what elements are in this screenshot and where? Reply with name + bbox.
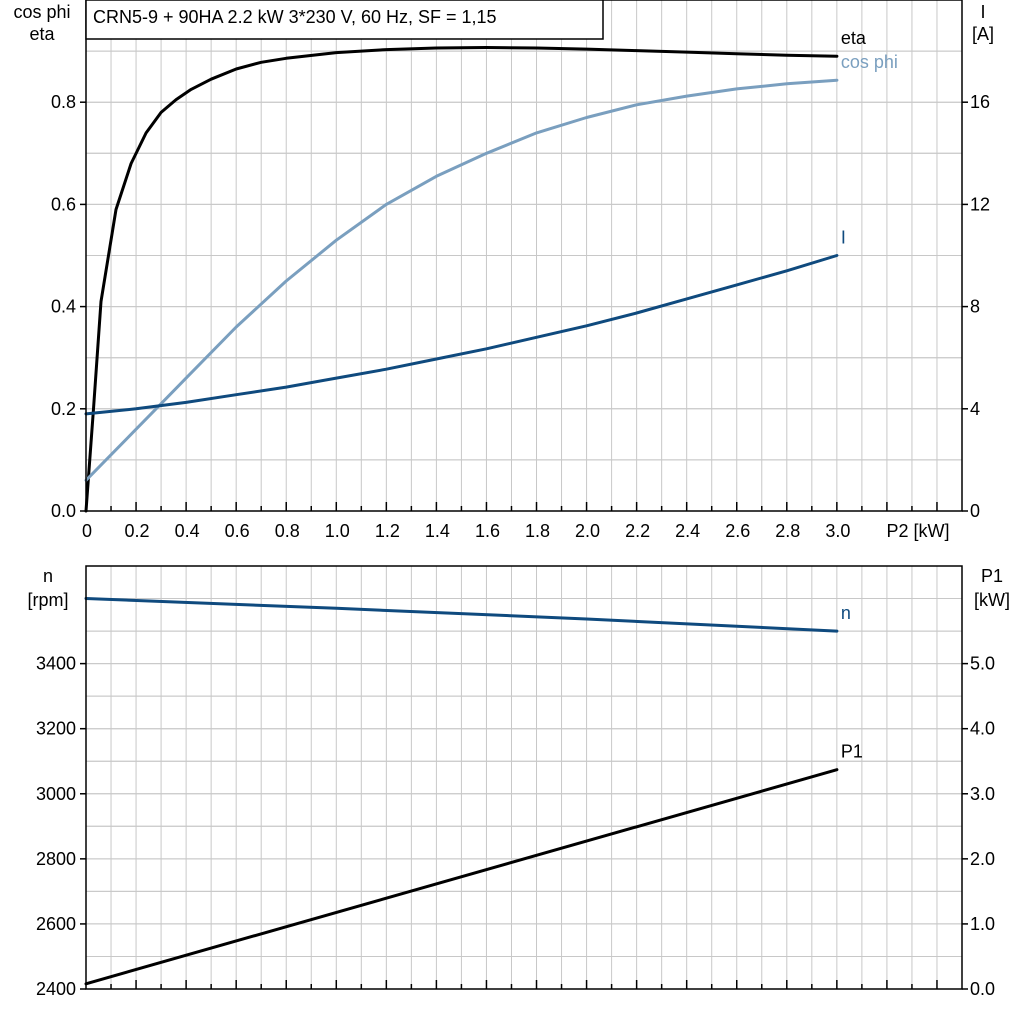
- right-tick-label: 0: [970, 501, 980, 521]
- series-line-eta: [84, 46, 839, 513]
- bottom-axis-ticks: 2400 2600 2800 3000 3200 3400 0.0 1.0 2.0 3.0 4.0 5…: [36, 654, 995, 999]
- x-tick-label: 0.4: [175, 521, 200, 541]
- right-tick-label: 16: [970, 92, 990, 112]
- right-tick-label: 0.0: [970, 979, 995, 999]
- chart-title: CRN5-9 + 90HA 2.2 kW 3*230 V, 60 Hz, SF …: [93, 7, 497, 27]
- right-tick-label: 5.0: [970, 654, 995, 674]
- x-tick-label: 2.6: [725, 521, 750, 541]
- series-label-n: n: [841, 603, 851, 623]
- x-tick-label: 2.0: [575, 521, 600, 541]
- bottom-right-axis-label-line1: P1: [981, 566, 1003, 586]
- right-tick-label: 2.0: [970, 849, 995, 869]
- x-tick-label: 1.6: [475, 521, 500, 541]
- series-line-p1: [84, 768, 839, 986]
- x-tick-label: 0.2: [125, 521, 150, 541]
- top-left-axis-label-line1: cos phi: [13, 2, 70, 22]
- left-tick-label: 0.8: [51, 92, 76, 112]
- chart-title-box: [85, 0, 604, 40]
- top-plot-curves: eta cos phi I: [84, 28, 898, 513]
- x-axis-label: P2 [kW]: [886, 521, 949, 541]
- right-tick-label: 4.0: [970, 719, 995, 739]
- series-line-cos-phi: [84, 78, 839, 482]
- bottom-plot-curves: n P1: [84, 597, 863, 986]
- bottom-left-axis-label-line2: [rpm]: [27, 590, 68, 610]
- left-tick-label: 2400: [36, 979, 76, 999]
- top-right-axis-label-line2: [A]: [972, 24, 994, 44]
- x-tick-label: 3.0: [825, 521, 850, 541]
- x-tick-label: 0.8: [275, 521, 300, 541]
- left-tick-label: 0.6: [51, 194, 76, 214]
- top-axis-ticks: 0.0 0.2 0.4 0.6 0.8 0 4 8 12 16 0 0.2 0.4 0.6 0.8 1.0 1.…: [51, 92, 990, 541]
- x-tick-label: 2.2: [625, 521, 650, 541]
- series-label-eta: eta: [841, 28, 867, 48]
- series-label-i: I: [841, 228, 846, 248]
- bottom-plot-frame: [85, 565, 963, 990]
- x-tick-label: 1.2: [375, 521, 400, 541]
- series-line-n: [84, 597, 839, 633]
- series-label-cos-phi: cos phi: [841, 52, 898, 72]
- top-plot-grid: [86, 0, 962, 511]
- left-tick-label: 3400: [36, 654, 76, 674]
- left-tick-label: 0.4: [51, 297, 76, 317]
- x-tick-label: 1.8: [525, 521, 550, 541]
- x-tick-label: 1.0: [325, 521, 350, 541]
- bottom-right-axis-label-line2: [kW]: [974, 590, 1010, 610]
- right-tick-label: 1.0: [970, 914, 995, 934]
- series-line-i: [84, 254, 839, 416]
- right-tick-label: 12: [970, 194, 990, 214]
- series-label-p1: P1: [841, 742, 863, 762]
- top-left-axis-label-line2: eta: [29, 24, 55, 44]
- x-tick-label: 2.4: [675, 521, 700, 541]
- left-tick-label: 2600: [36, 914, 76, 934]
- right-tick-label: 8: [970, 297, 980, 317]
- left-tick-label: 3000: [36, 784, 76, 804]
- x-tick-label: 0: [82, 521, 92, 541]
- right-tick-label: 3.0: [970, 784, 995, 804]
- left-tick-label: 0.0: [51, 501, 76, 521]
- top-plot-frame: [85, 0, 963, 512]
- bottom-left-axis-label-line1: n: [43, 566, 53, 586]
- x-tick-label: 2.8: [775, 521, 800, 541]
- left-tick-label: 3200: [36, 719, 76, 739]
- bottom-plot-grid: [86, 566, 962, 989]
- left-tick-label: 0.2: [51, 399, 76, 419]
- right-tick-label: 4: [970, 399, 980, 419]
- x-tick-label: 0.6: [225, 521, 250, 541]
- top-right-axis-label-line1: I: [980, 2, 985, 22]
- x-tick-label: 1.4: [425, 521, 450, 541]
- left-tick-label: 2800: [36, 849, 76, 869]
